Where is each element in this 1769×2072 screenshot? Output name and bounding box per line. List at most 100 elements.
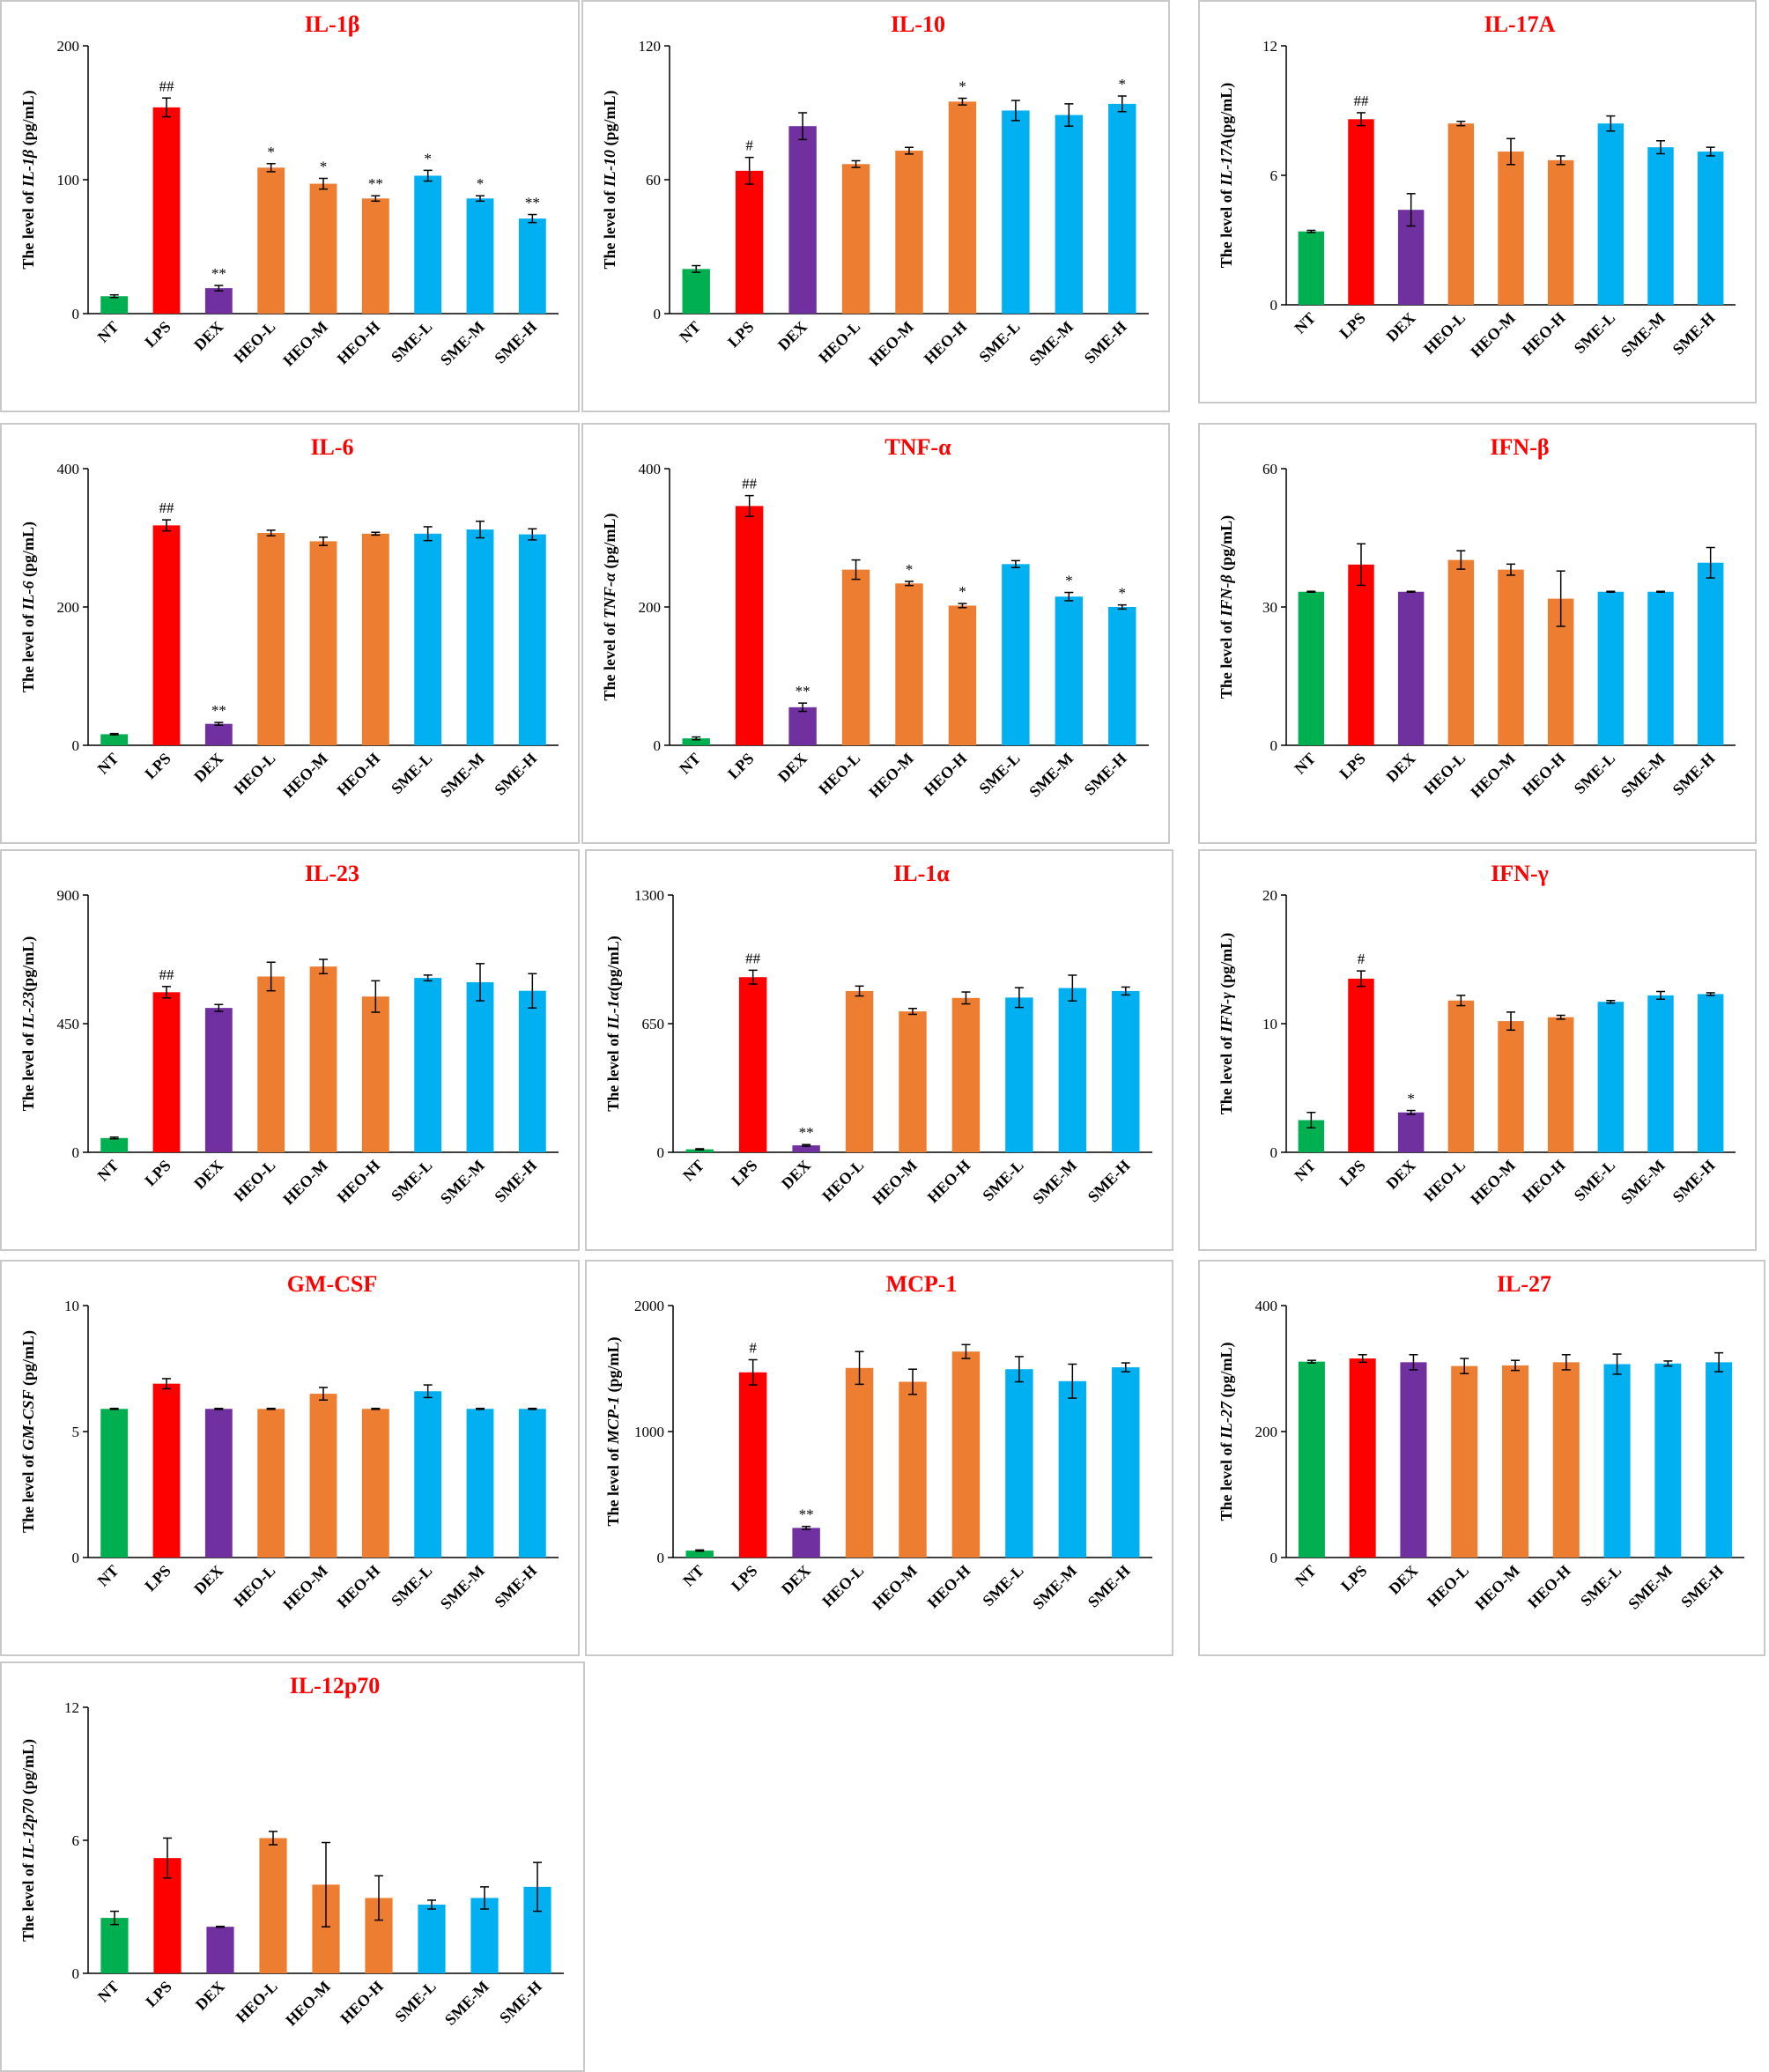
bar-lps: [1348, 119, 1374, 305]
x-tick-label: HEO-L: [818, 1562, 867, 1610]
error-bar-nt: [109, 1136, 119, 1140]
significance-label: **: [799, 1124, 814, 1141]
y-tick-label: 200: [57, 38, 80, 55]
chart-title: IL-10: [891, 11, 945, 37]
bar-heo-m: [899, 1011, 927, 1152]
x-tick-label: HEO-M: [1467, 1157, 1519, 1209]
error-bar-nt: [1306, 229, 1316, 233]
chart-il-6: IL-6 The level of IL-6 (pg/mL) 0 200 400 NT ##…: [19, 434, 559, 801]
error-bar-heo-l: [1456, 121, 1466, 127]
bar-heo-l: [257, 1409, 285, 1558]
error-bar-heo-l: [851, 159, 861, 168]
significance-label: ##: [159, 78, 175, 94]
x-tick-label: HEO-H: [1519, 1157, 1569, 1207]
y-tick-label: 400: [57, 461, 80, 477]
bar-dex: [206, 1927, 234, 1973]
error-bar-heo-h: [371, 531, 381, 536]
x-tick-label: LPS: [142, 1978, 174, 2010]
error-bar-nt: [695, 1148, 705, 1151]
bar-dex: [788, 707, 817, 745]
y-tick-label: 200: [639, 599, 662, 616]
x-tick-label: NT: [94, 1978, 122, 2006]
chart-panel-il-23: IL-23 The level of IL-23(pg/mL) 0 450 900 NT #…: [0, 849, 580, 1251]
x-tick-label: SME-H: [491, 1562, 540, 1611]
x-tick-label: SME-M: [1617, 309, 1669, 360]
y-tick-label: 0: [1270, 1144, 1278, 1161]
bar-nt: [100, 1137, 129, 1152]
error-bar-sme-l: [1010, 100, 1020, 122]
y-axis-label: The level of IL-6 (pg/mL): [19, 522, 38, 692]
bar-sme-m: [1647, 147, 1674, 305]
x-tick-label: SME-L: [388, 1157, 435, 1204]
x-tick-label: HEO-L: [230, 1562, 278, 1610]
x-tick-label: NT: [679, 1157, 707, 1185]
x-tick-label: SME-H: [1669, 750, 1719, 799]
error-bar-sme-h: [1121, 1362, 1130, 1373]
x-tick-label: HEO-H: [337, 1978, 387, 2028]
bar-sme-m: [466, 981, 494, 1152]
x-tick-label: HEO-L: [230, 1157, 278, 1205]
error-bar-heo-l: [266, 961, 276, 992]
bar-lps: [1348, 564, 1374, 745]
bar-sme-m: [1058, 988, 1087, 1152]
x-tick-label: DEX: [778, 1562, 814, 1598]
x-tick-label: SME-M: [437, 1562, 488, 1613]
x-tick-label: HEO-H: [1519, 309, 1569, 359]
chart-il-23: IL-23 The level of IL-23(pg/mL) 0 450 900 NT #…: [19, 861, 559, 1209]
bar-nt: [682, 738, 710, 745]
error-bar-lps: [162, 986, 171, 999]
error-bar-dex: [214, 722, 224, 726]
x-tick-label: HEO-H: [334, 1562, 384, 1612]
bar-heo-h: [951, 997, 981, 1152]
error-bar-sme-l: [1606, 999, 1616, 1004]
y-tick-label: 20: [1262, 887, 1277, 904]
x-tick-label: NT: [94, 1562, 122, 1590]
error-bar-dex: [214, 1407, 224, 1410]
bar-heo-l: [845, 1367, 874, 1558]
x-tick-label: HEO-M: [279, 1157, 331, 1209]
bar-lps: [1348, 978, 1374, 1152]
bar-heo-m: [309, 183, 337, 314]
chart-panel-tnf-a: TNF-α The level of TNF-α (pg/mL) 0 200 400 NT…: [581, 423, 1170, 844]
error-bar-sme-h: [1706, 992, 1715, 996]
bar-heo-m: [895, 583, 923, 745]
error-bar-nt: [1306, 1111, 1316, 1129]
y-tick-label: 0: [1270, 1550, 1278, 1566]
significance-label: #: [749, 1339, 757, 1356]
x-tick-label: LPS: [1337, 1562, 1370, 1595]
bar-heo-h: [948, 605, 977, 745]
x-tick-label: SME-L: [1571, 1157, 1618, 1204]
y-axis-label: The level of IFN-γ (pg/mL): [1218, 933, 1236, 1114]
bar-sme-l: [1005, 997, 1033, 1152]
x-tick-label: HEO-M: [1467, 750, 1519, 802]
bar-lps: [735, 506, 764, 745]
chart-panel-ifn-b: IFN-β The level of IFN-β (pg/mL) 0 30 60 NT LP…: [1198, 423, 1757, 844]
x-tick-label: SME-H: [491, 318, 540, 367]
error-bar-dex: [1406, 590, 1416, 594]
error-bar-lps: [163, 1837, 172, 1879]
x-tick-label: SME-H: [1084, 1562, 1134, 1611]
error-bar-heo-m: [905, 581, 914, 587]
error-bar-sme-l: [423, 169, 433, 182]
significance-label: **: [525, 195, 540, 211]
error-bar-lps: [744, 156, 754, 185]
bar-sme-l: [1005, 1369, 1033, 1558]
error-bar-sme-h: [528, 973, 537, 1009]
significance-label: *: [320, 158, 328, 174]
y-tick-label: 0: [72, 1965, 80, 1982]
bar-heo-m: [899, 1381, 927, 1558]
bar-nt: [682, 269, 710, 314]
error-bar-sme-l: [427, 1899, 436, 1910]
error-bar-lps: [748, 969, 758, 985]
x-tick-label: NT: [94, 318, 122, 346]
significance-label: *: [1119, 585, 1127, 602]
x-tick-label: HEO-H: [334, 750, 384, 800]
x-tick-label: HEO-L: [815, 750, 863, 798]
x-tick-label: SME-L: [979, 1562, 1026, 1610]
error-bar-nt: [109, 732, 119, 736]
x-tick-label: SME-L: [975, 318, 1023, 366]
x-tick-label: HEO-M: [282, 1978, 334, 2030]
error-bar-heo-h: [961, 1343, 971, 1359]
error-bar-heo-m: [908, 1368, 917, 1395]
significance-label: *: [959, 78, 966, 95]
